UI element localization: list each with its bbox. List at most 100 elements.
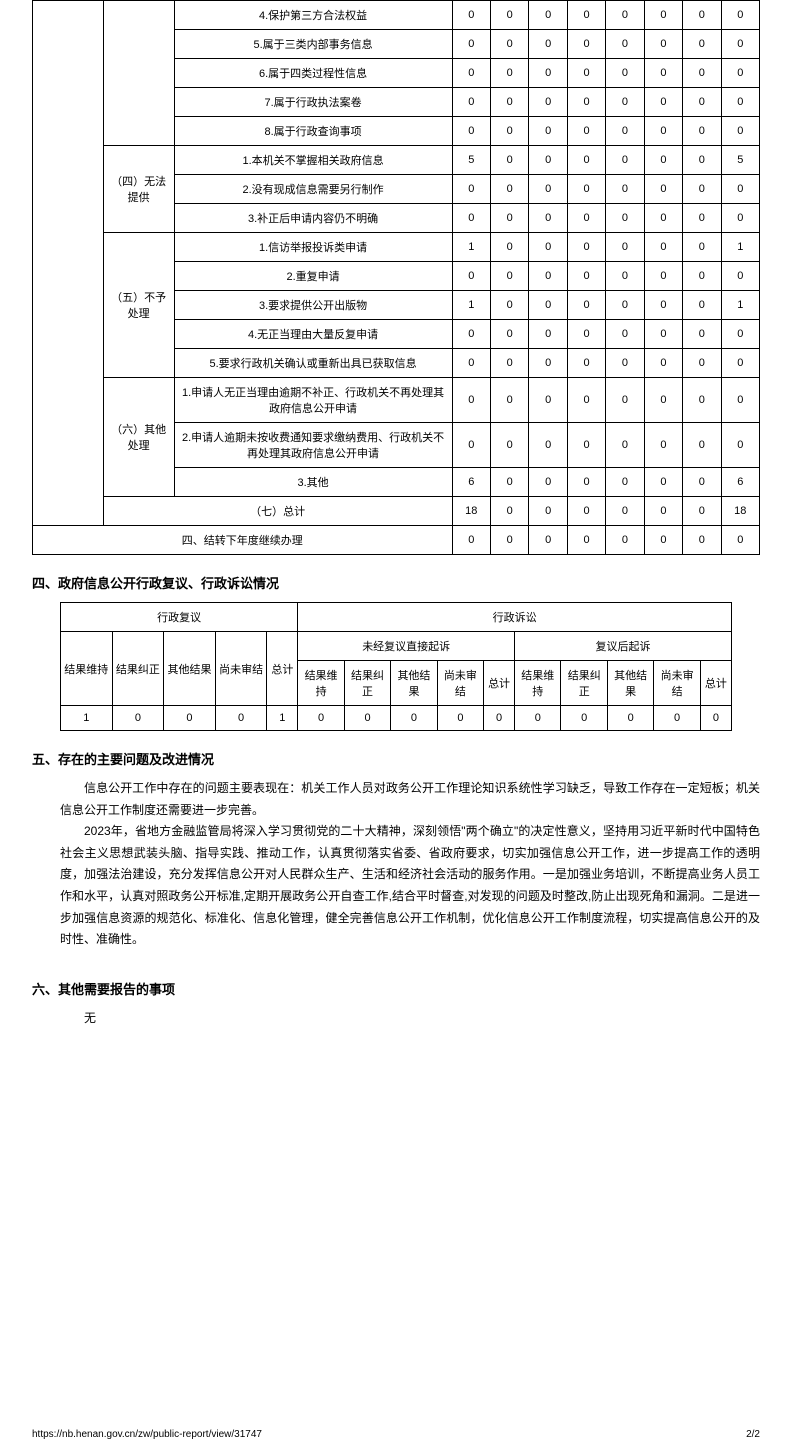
table-value-cell: 0	[683, 497, 721, 526]
table-label-cell: 2.重复申请	[174, 262, 452, 291]
header-cell: 未经复议直接起诉	[298, 632, 515, 661]
table-value-cell: 0	[491, 59, 529, 88]
table-value-cell: 0	[529, 146, 567, 175]
table-value-cell: 0	[567, 117, 605, 146]
table-row: （四）无法提供1.本机关不掌握相关政府信息50000005	[33, 146, 760, 175]
table-value-cell: 0	[606, 1, 644, 30]
table-value-cell: 0	[644, 291, 682, 320]
header-cell: 尚未审结	[654, 661, 700, 706]
table-value-cell: 0	[529, 526, 567, 555]
table-value-cell: 0	[529, 175, 567, 204]
table-value-cell: 1	[721, 233, 759, 262]
table-value-cell: 0	[606, 59, 644, 88]
footer-page: 2/2	[746, 1429, 760, 1440]
table-value-cell: 0	[606, 497, 644, 526]
header-cell: 尚未审结	[437, 661, 483, 706]
table-value-cell: 0	[452, 378, 490, 423]
table-value-cell: 0	[683, 378, 721, 423]
table-value-cell: 0	[491, 117, 529, 146]
table-value-cell: 0	[700, 706, 731, 731]
table-value-cell: 0	[452, 59, 490, 88]
table-data-row: 100010000000000	[61, 706, 732, 731]
header-cell: 总计	[267, 632, 298, 706]
table-value-cell: 0	[644, 233, 682, 262]
table-value-cell: 0	[606, 88, 644, 117]
table-value-cell: 0	[606, 146, 644, 175]
table-value-cell: 0	[644, 175, 682, 204]
table-total-row: （七）总计1800000018	[33, 497, 760, 526]
table-value-cell: 0	[644, 30, 682, 59]
page-footer: https://nb.henan.gov.cn/zw/public-report…	[0, 1429, 792, 1450]
section5-para2: 2023年，省地方金融监管局将深入学习贯彻党的二十大精神，深刻领悟"两个确立"的…	[60, 821, 760, 951]
table-label-cell: 5.要求行政机关确认或重新出具已获取信息	[174, 349, 452, 378]
table-value-cell: 0	[721, 30, 759, 59]
table-value-cell: 0	[683, 423, 721, 468]
section5-title: 五、存在的主要问题及改进情况	[32, 749, 760, 768]
table-label-cell: 7.属于行政执法案卷	[174, 88, 452, 117]
table-value-cell: 1	[452, 291, 490, 320]
table-value-cell: 0	[567, 497, 605, 526]
table-value-cell: 0	[452, 423, 490, 468]
section6-title: 六、其他需要报告的事项	[32, 979, 760, 998]
table-value-cell: 0	[606, 175, 644, 204]
table-value-cell: 0	[567, 1, 605, 30]
table-value-cell: 0	[567, 320, 605, 349]
header-cell: 行政复议	[61, 603, 298, 632]
table-value-cell: 0	[683, 262, 721, 291]
section6-para1: 无	[60, 1008, 760, 1030]
table-value-cell: 0	[491, 262, 529, 291]
table-value-cell: 0	[491, 497, 529, 526]
table-value-cell: 0	[683, 204, 721, 233]
table-carryover-row: 四、结转下年度继续办理00000000	[33, 526, 760, 555]
table-label-cell: 3.其他	[174, 468, 452, 497]
table-value-cell: 0	[606, 233, 644, 262]
table-value-cell: 0	[452, 204, 490, 233]
table-group-cell: （六）其他处理	[103, 378, 174, 497]
table-value-cell: 0	[452, 349, 490, 378]
table-value-cell: 0	[721, 320, 759, 349]
table-label-cell: 3.要求提供公开出版物	[174, 291, 452, 320]
table-value-cell: 0	[644, 146, 682, 175]
table-value-cell: 1	[61, 706, 113, 731]
table-value-cell: 0	[567, 349, 605, 378]
table-value-cell: 0	[452, 175, 490, 204]
table-value-cell: 0	[683, 30, 721, 59]
table-label-cell: 5.属于三类内部事务信息	[174, 30, 452, 59]
table-value-cell: 18	[452, 497, 490, 526]
table-value-cell: 0	[644, 378, 682, 423]
table-value-cell: 0	[529, 497, 567, 526]
table-value-cell: 0	[215, 706, 267, 731]
table-value-cell: 0	[683, 1, 721, 30]
table-label-cell: 1.信访举报投诉类申请	[174, 233, 452, 262]
table-value-cell: 0	[721, 1, 759, 30]
table-value-cell: 5	[452, 146, 490, 175]
header-cell: 其他结果	[164, 632, 216, 706]
table-value-cell: 0	[529, 59, 567, 88]
table-label-cell: （七）总计	[103, 497, 452, 526]
table-value-cell: 0	[529, 423, 567, 468]
header-cell: 结果纠正	[344, 661, 390, 706]
table-value-cell: 0	[683, 291, 721, 320]
table-value-cell: 0	[721, 526, 759, 555]
table-value-cell: 0	[529, 204, 567, 233]
table-value-cell: 0	[112, 706, 164, 731]
table-value-cell: 0	[491, 175, 529, 204]
info-disclosure-table: 4.保护第三方合法权益000000005.属于三类内部事务信息000000006…	[32, 0, 760, 555]
footer-url: https://nb.henan.gov.cn/zw/public-report…	[32, 1429, 262, 1440]
table-value-cell: 0	[567, 526, 605, 555]
table-value-cell: 0	[683, 349, 721, 378]
table-value-cell: 0	[491, 526, 529, 555]
table-value-cell: 0	[391, 706, 437, 731]
table-value-cell: 0	[529, 291, 567, 320]
table-value-cell: 0	[567, 146, 605, 175]
table-value-cell: 0	[721, 204, 759, 233]
table-value-cell: 0	[529, 1, 567, 30]
table-value-cell: 0	[491, 88, 529, 117]
table-value-cell: 0	[683, 320, 721, 349]
table-value-cell: 0	[529, 262, 567, 291]
table-row: （五）不予处理1.信访举报投诉类申请10000001	[33, 233, 760, 262]
table-value-cell: 0	[721, 175, 759, 204]
header-cell: 结果维持	[515, 661, 561, 706]
table-value-cell: 0	[683, 526, 721, 555]
table-label-cell: 1.本机关不掌握相关政府信息	[174, 146, 452, 175]
